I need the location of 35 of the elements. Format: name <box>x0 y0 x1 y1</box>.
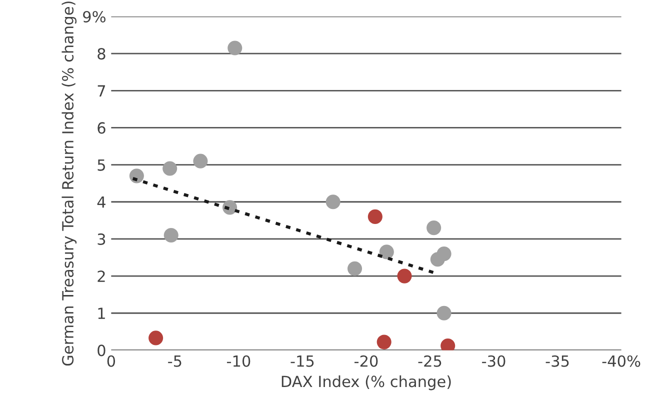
point <box>430 252 445 267</box>
y-tick-label: 5 <box>98 159 105 171</box>
x-tick-label: -15 <box>290 356 314 367</box>
y-tick-label: 3 <box>98 233 106 245</box>
y-tick-label: 4 <box>97 196 106 208</box>
y-tick-label: 2 <box>98 270 105 282</box>
point <box>379 244 394 260</box>
x-tick-label: -25 <box>418 355 442 367</box>
y-tick-label: 1 <box>98 308 105 319</box>
x-tick-label: -20 <box>354 355 378 367</box>
y-axis-title: German Treasury Total Return Index (% change) <box>62 2 77 366</box>
y-tick-label: 9% <box>83 10 106 22</box>
point <box>228 40 242 56</box>
y-tick-label: 6 <box>98 122 106 134</box>
x-tick-label: -40% <box>602 355 640 367</box>
point <box>193 154 208 168</box>
y-tick-label: 0 <box>98 344 106 356</box>
point <box>347 261 362 276</box>
y-tick-label: 8 <box>98 48 106 60</box>
x-tick-label: -10 <box>226 355 250 367</box>
point <box>368 209 382 224</box>
x-axis-title: DAX Index (% change) <box>282 375 451 390</box>
point <box>376 334 392 350</box>
point <box>326 194 340 210</box>
x-tick-label: -35 <box>546 355 569 367</box>
x-tick-label: 0 <box>107 355 116 367</box>
x-tick-label: -30 <box>482 355 506 367</box>
y-tick-label: 7 <box>98 85 106 96</box>
x-tick-label: -5 <box>168 356 182 367</box>
point <box>436 306 452 320</box>
point <box>162 161 178 176</box>
point <box>148 330 164 346</box>
point <box>426 220 442 236</box>
point <box>397 268 412 284</box>
point <box>164 228 178 243</box>
